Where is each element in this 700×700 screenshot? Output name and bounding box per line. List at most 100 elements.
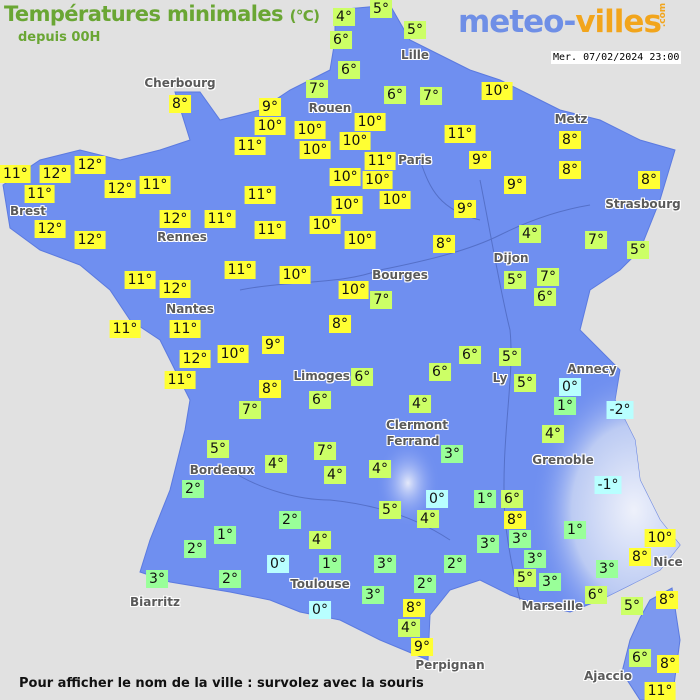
temperature-marker[interactable]: 3° — [146, 570, 168, 588]
temperature-marker[interactable]: 5° — [207, 440, 229, 458]
temperature-marker[interactable]: 0° — [559, 377, 581, 396]
temperature-marker[interactable]: 7° — [239, 401, 261, 419]
temperature-marker[interactable]: 6° — [351, 368, 374, 386]
temperature-marker[interactable]: 4° — [519, 225, 541, 243]
temperature-marker[interactable]: 1° — [214, 526, 236, 544]
temperature-marker[interactable]: 10° — [294, 121, 326, 139]
temperature-marker[interactable]: 11° — [109, 320, 141, 338]
temperature-marker[interactable]: 10° — [338, 281, 369, 299]
temperature-marker[interactable]: 3° — [477, 535, 499, 553]
temperature-marker[interactable]: 7° — [420, 87, 442, 105]
temperature-marker[interactable]: 5° — [370, 0, 392, 18]
temperature-marker[interactable]: 8° — [559, 161, 581, 179]
temperature-marker[interactable]: 1° — [319, 555, 341, 573]
temperature-marker[interactable]: 8° — [403, 599, 425, 618]
temperature-marker[interactable]: 4° — [333, 8, 355, 26]
temperature-marker[interactable]: 6° — [309, 391, 331, 409]
temperature-marker[interactable]: 5° — [514, 569, 536, 587]
temperature-marker[interactable]: 10° — [362, 171, 393, 190]
temperature-marker[interactable]: 10° — [379, 190, 411, 209]
temperature-marker[interactable]: 6° — [584, 586, 607, 604]
temperature-marker[interactable]: 8° — [433, 235, 455, 253]
temperature-marker[interactable]: 2° — [414, 575, 436, 593]
temperature-marker[interactable]: 5° — [504, 271, 526, 289]
temperature-marker[interactable]: 1° — [554, 397, 576, 416]
temperature-marker[interactable]: 10° — [481, 82, 513, 100]
temperature-marker[interactable]: 10° — [329, 168, 361, 186]
temperature-marker[interactable]: 12° — [74, 156, 106, 174]
temperature-marker[interactable]: 10° — [339, 132, 371, 151]
temperature-marker[interactable]: 7° — [314, 442, 336, 460]
temperature-marker[interactable]: 7° — [585, 231, 607, 249]
temperature-marker[interactable]: 5° — [404, 21, 426, 39]
temperature-marker[interactable]: 10° — [354, 112, 386, 131]
temperature-marker[interactable]: 5° — [379, 501, 401, 519]
temperature-marker[interactable]: 1° — [474, 490, 496, 508]
temperature-marker[interactable]: 11° — [124, 271, 156, 289]
temperature-marker[interactable]: 11° — [444, 125, 476, 143]
temperature-marker[interactable]: 8° — [638, 171, 660, 189]
temperature-marker[interactable]: 11° — [169, 320, 201, 338]
temperature-marker[interactable]: 3° — [596, 560, 618, 578]
temperature-marker[interactable]: 12° — [34, 219, 66, 238]
temperature-marker[interactable]: 4° — [324, 466, 346, 484]
temperature-marker[interactable]: 4° — [398, 618, 420, 637]
temperature-marker[interactable]: 6° — [429, 363, 451, 381]
temperature-marker[interactable]: 7° — [306, 80, 328, 98]
temperature-marker[interactable]: 12° — [39, 165, 71, 184]
temperature-marker[interactable]: 1° — [564, 521, 586, 539]
temperature-marker[interactable]: 8° — [657, 655, 679, 673]
temperature-marker[interactable]: 9° — [411, 638, 433, 657]
temperature-marker[interactable]: 8° — [259, 380, 281, 398]
temperature-marker[interactable]: 9° — [504, 176, 526, 194]
temperature-marker[interactable]: 10° — [217, 345, 249, 363]
temperature-marker[interactable]: -2° — [606, 401, 634, 419]
temperature-marker[interactable]: 4° — [309, 531, 331, 549]
temperature-marker[interactable]: 2° — [219, 570, 241, 588]
temperature-marker[interactable]: 3° — [441, 445, 463, 463]
temperature-marker[interactable]: 6° — [629, 649, 651, 668]
temperature-marker[interactable]: 10° — [331, 196, 363, 214]
temperature-marker[interactable]: 10° — [309, 216, 341, 234]
temperature-marker[interactable]: 11° — [244, 186, 276, 204]
temperature-marker[interactable]: 12° — [159, 210, 191, 228]
temperature-marker[interactable]: 4° — [265, 455, 287, 473]
temperature-marker[interactable]: 11° — [204, 210, 236, 228]
temperature-marker[interactable]: 4° — [369, 460, 391, 478]
temperature-marker[interactable]: 8° — [559, 131, 581, 149]
temperature-marker[interactable]: 6° — [338, 61, 360, 79]
temperature-marker[interactable]: 6° — [330, 31, 352, 49]
temperature-marker[interactable]: 10° — [254, 117, 286, 136]
temperature-marker[interactable]: 9° — [454, 200, 476, 218]
temperature-marker[interactable]: 12° — [159, 280, 191, 298]
temperature-marker[interactable]: -1° — [594, 476, 622, 494]
temperature-marker[interactable]: 9° — [262, 336, 284, 354]
temperature-marker[interactable]: 11° — [139, 176, 171, 194]
temperature-marker[interactable]: 4° — [409, 395, 431, 413]
temperature-marker[interactable]: 12° — [179, 350, 211, 368]
temperature-marker[interactable]: 4° — [542, 425, 564, 443]
temperature-marker[interactable]: 6° — [501, 490, 523, 508]
site-logo[interactable]: meteo-villes .com — [458, 3, 668, 40]
temperature-marker[interactable]: 5° — [514, 374, 536, 392]
temperature-marker[interactable]: 3° — [509, 530, 531, 548]
temperature-marker[interactable]: 11° — [644, 682, 676, 700]
temperature-marker[interactable]: 7° — [537, 268, 559, 287]
temperature-marker[interactable]: 11° — [224, 261, 256, 279]
temperature-marker[interactable]: 11° — [164, 371, 196, 389]
temperature-marker[interactable]: 6° — [534, 287, 556, 306]
temperature-marker[interactable]: 8° — [169, 95, 191, 113]
temperature-marker[interactable]: 2° — [279, 511, 301, 529]
temperature-marker[interactable]: 11° — [254, 221, 286, 239]
temperature-marker[interactable]: 9° — [259, 97, 281, 116]
temperature-marker[interactable]: 10° — [279, 266, 311, 284]
temperature-marker[interactable]: 0° — [267, 555, 289, 573]
temperature-marker[interactable]: 9° — [469, 151, 491, 169]
temperature-marker[interactable]: 4° — [417, 510, 439, 528]
temperature-marker[interactable]: 5° — [499, 348, 521, 366]
temperature-marker[interactable]: 2° — [444, 555, 466, 573]
temperature-marker[interactable]: 3° — [539, 573, 561, 591]
temperature-marker[interactable]: 7° — [370, 291, 393, 309]
temperature-marker[interactable]: 12° — [104, 180, 136, 198]
temperature-marker[interactable]: 11° — [0, 165, 31, 184]
